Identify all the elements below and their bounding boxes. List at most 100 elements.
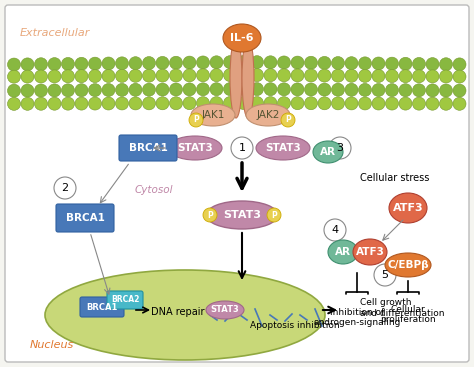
Circle shape	[170, 97, 182, 110]
Ellipse shape	[353, 239, 387, 265]
FancyBboxPatch shape	[107, 291, 143, 309]
Circle shape	[89, 97, 101, 110]
Circle shape	[210, 97, 223, 110]
Ellipse shape	[168, 136, 222, 160]
Circle shape	[331, 97, 345, 110]
Circle shape	[331, 57, 345, 70]
Text: AR: AR	[320, 147, 336, 157]
Circle shape	[183, 97, 196, 110]
Ellipse shape	[385, 253, 431, 277]
Circle shape	[129, 69, 142, 82]
Text: C/EBPβ: C/EBPβ	[387, 260, 429, 270]
Circle shape	[372, 97, 385, 110]
Ellipse shape	[389, 193, 427, 223]
Circle shape	[75, 97, 88, 110]
Circle shape	[281, 113, 295, 127]
Text: Cell growth
and differentiation: Cell growth and differentiation	[360, 298, 445, 318]
Circle shape	[304, 83, 318, 96]
Text: JAK2: JAK2	[256, 110, 280, 120]
Text: 2: 2	[62, 183, 69, 193]
Text: 4: 4	[331, 225, 338, 235]
Circle shape	[102, 84, 115, 97]
Circle shape	[35, 70, 47, 83]
Circle shape	[277, 69, 291, 82]
Circle shape	[116, 57, 128, 70]
Circle shape	[318, 83, 331, 96]
Circle shape	[116, 83, 128, 97]
Circle shape	[237, 69, 250, 81]
Circle shape	[345, 97, 358, 110]
Circle shape	[102, 57, 115, 70]
Circle shape	[189, 113, 203, 127]
Circle shape	[237, 83, 250, 95]
Circle shape	[412, 70, 426, 83]
Text: STAT3: STAT3	[265, 143, 301, 153]
Circle shape	[21, 84, 34, 97]
Circle shape	[318, 97, 331, 110]
Circle shape	[231, 137, 253, 159]
Circle shape	[143, 83, 155, 96]
Circle shape	[358, 69, 372, 83]
Circle shape	[439, 58, 453, 71]
Circle shape	[48, 97, 61, 110]
Circle shape	[345, 69, 358, 82]
Circle shape	[426, 84, 439, 97]
Text: Cellular stress: Cellular stress	[360, 173, 430, 183]
Circle shape	[385, 84, 399, 97]
Text: Inhibition of
androgen-signaling: Inhibition of androgen-signaling	[313, 308, 401, 327]
Circle shape	[48, 58, 61, 70]
Circle shape	[399, 57, 412, 70]
Text: JAK1: JAK1	[201, 110, 225, 120]
Text: STAT3: STAT3	[177, 143, 213, 153]
Circle shape	[277, 56, 291, 69]
Circle shape	[412, 84, 426, 97]
Circle shape	[329, 137, 351, 159]
Circle shape	[291, 69, 304, 82]
Text: P: P	[207, 211, 213, 219]
Circle shape	[8, 84, 20, 97]
Circle shape	[345, 83, 358, 96]
Circle shape	[291, 97, 304, 110]
Text: BRCA1: BRCA1	[128, 143, 167, 153]
Text: 5: 5	[382, 270, 389, 280]
Ellipse shape	[328, 240, 358, 264]
Circle shape	[291, 56, 304, 69]
Text: 3: 3	[337, 143, 344, 153]
Text: BRCA1: BRCA1	[86, 302, 118, 312]
Ellipse shape	[256, 136, 310, 160]
Circle shape	[21, 70, 34, 83]
Circle shape	[439, 84, 453, 97]
Circle shape	[264, 56, 277, 69]
Text: ATF3: ATF3	[392, 203, 423, 213]
Circle shape	[304, 69, 318, 82]
Circle shape	[426, 97, 439, 110]
Circle shape	[62, 97, 74, 110]
Circle shape	[331, 69, 345, 82]
Circle shape	[237, 55, 250, 69]
Circle shape	[170, 83, 182, 96]
Circle shape	[439, 70, 453, 83]
Circle shape	[75, 70, 88, 83]
Circle shape	[143, 57, 155, 70]
Circle shape	[21, 97, 34, 110]
Circle shape	[143, 97, 155, 110]
Text: STAT3: STAT3	[210, 305, 239, 315]
Circle shape	[197, 97, 210, 110]
Text: Apoptosis inhibition: Apoptosis inhibition	[250, 320, 340, 330]
Ellipse shape	[242, 38, 254, 118]
Circle shape	[264, 69, 277, 82]
Circle shape	[21, 58, 34, 71]
Circle shape	[48, 84, 61, 97]
Circle shape	[183, 69, 196, 82]
Text: IL-6: IL-6	[230, 33, 254, 43]
Ellipse shape	[206, 301, 244, 319]
Circle shape	[129, 97, 142, 110]
Circle shape	[210, 56, 223, 69]
Circle shape	[210, 83, 223, 96]
Circle shape	[291, 83, 304, 96]
Circle shape	[89, 57, 101, 70]
Circle shape	[203, 208, 217, 222]
FancyBboxPatch shape	[80, 297, 124, 317]
Circle shape	[399, 70, 412, 83]
Circle shape	[89, 70, 101, 83]
